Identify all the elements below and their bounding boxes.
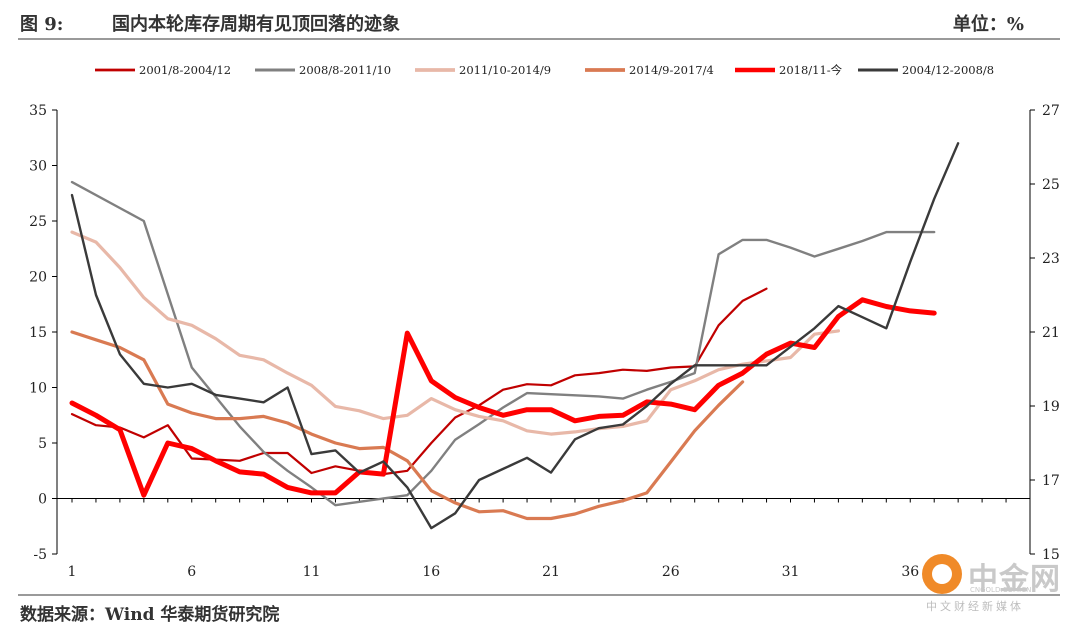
left-tick-label: 25 (29, 214, 47, 230)
figure-number: 图 9: (20, 14, 64, 35)
right-tick-label: 19 (1042, 399, 1060, 415)
left-tick-label: -5 (33, 547, 47, 563)
figure-title: 国内本轮库存周期有见顶回落的迹象 (112, 14, 400, 35)
x-tick-label: 31 (782, 564, 800, 580)
source-note: 数据来源：Wind 华泰期货研究院 (20, 605, 280, 625)
x-tick-label: 16 (422, 564, 440, 580)
series-line-1 (70, 287, 768, 476)
legend-label-5: 2018/11-今 (779, 63, 843, 77)
series-line-6 (70, 142, 960, 530)
legend-label-2: 2008/8-2011/10 (299, 63, 391, 77)
series-line-3 (70, 230, 841, 436)
top-rule (18, 38, 1060, 40)
left-tick-label: 0 (38, 492, 47, 508)
legend-label-4: 2014/9-2017/4 (629, 63, 714, 77)
left-tick-label: 5 (38, 436, 47, 452)
series-line-4 (70, 330, 745, 521)
x-tick-label: 6 (187, 564, 196, 580)
x-tick-label: 36 (901, 564, 919, 580)
x-tick-label: 26 (662, 564, 680, 580)
series-line-5 (69, 297, 937, 498)
right-tick-label: 15 (1042, 547, 1060, 563)
unit-label: 单位：% (952, 14, 1024, 35)
x-tick-label: 1 (68, 564, 77, 580)
x-tick-label: 11 (303, 564, 321, 580)
watermark-tagline: 中文财经新媒体 (926, 600, 1024, 613)
series-line-2 (70, 180, 936, 507)
left-tick-label: 10 (29, 381, 47, 397)
legend-label-6: 2004/12-2008/8 (902, 63, 994, 77)
watermark: 中金网 CNGOLD.COM.CN 中文财经新媒体 (920, 552, 1070, 613)
watermark-main: 中金网 (968, 562, 1061, 597)
legend-label-3: 2011/10-2014/9 (459, 63, 551, 77)
left-tick-label: 35 (29, 103, 47, 119)
left-tick-label: 20 (29, 270, 47, 286)
right-tick-label: 25 (1042, 177, 1060, 193)
left-tick-label: 30 (29, 159, 47, 175)
right-tick-label: 27 (1042, 103, 1060, 119)
left-tick-label: 15 (29, 325, 47, 341)
watermark-logo-icon (922, 554, 962, 594)
right-tick-label: 21 (1042, 325, 1060, 341)
bottom-rule (18, 594, 1060, 596)
right-tick-label: 23 (1042, 251, 1060, 267)
legend-label-1: 2001/8-2004/12 (139, 63, 231, 77)
figure-header: 图 9: 国内本轮库存周期有见顶回落的迹象 单位：% (0, 0, 1080, 38)
watermark-sub: CNGOLD.COM.CN (970, 586, 1032, 594)
x-tick-label: 21 (542, 564, 560, 580)
right-tick-label: 17 (1042, 473, 1060, 489)
